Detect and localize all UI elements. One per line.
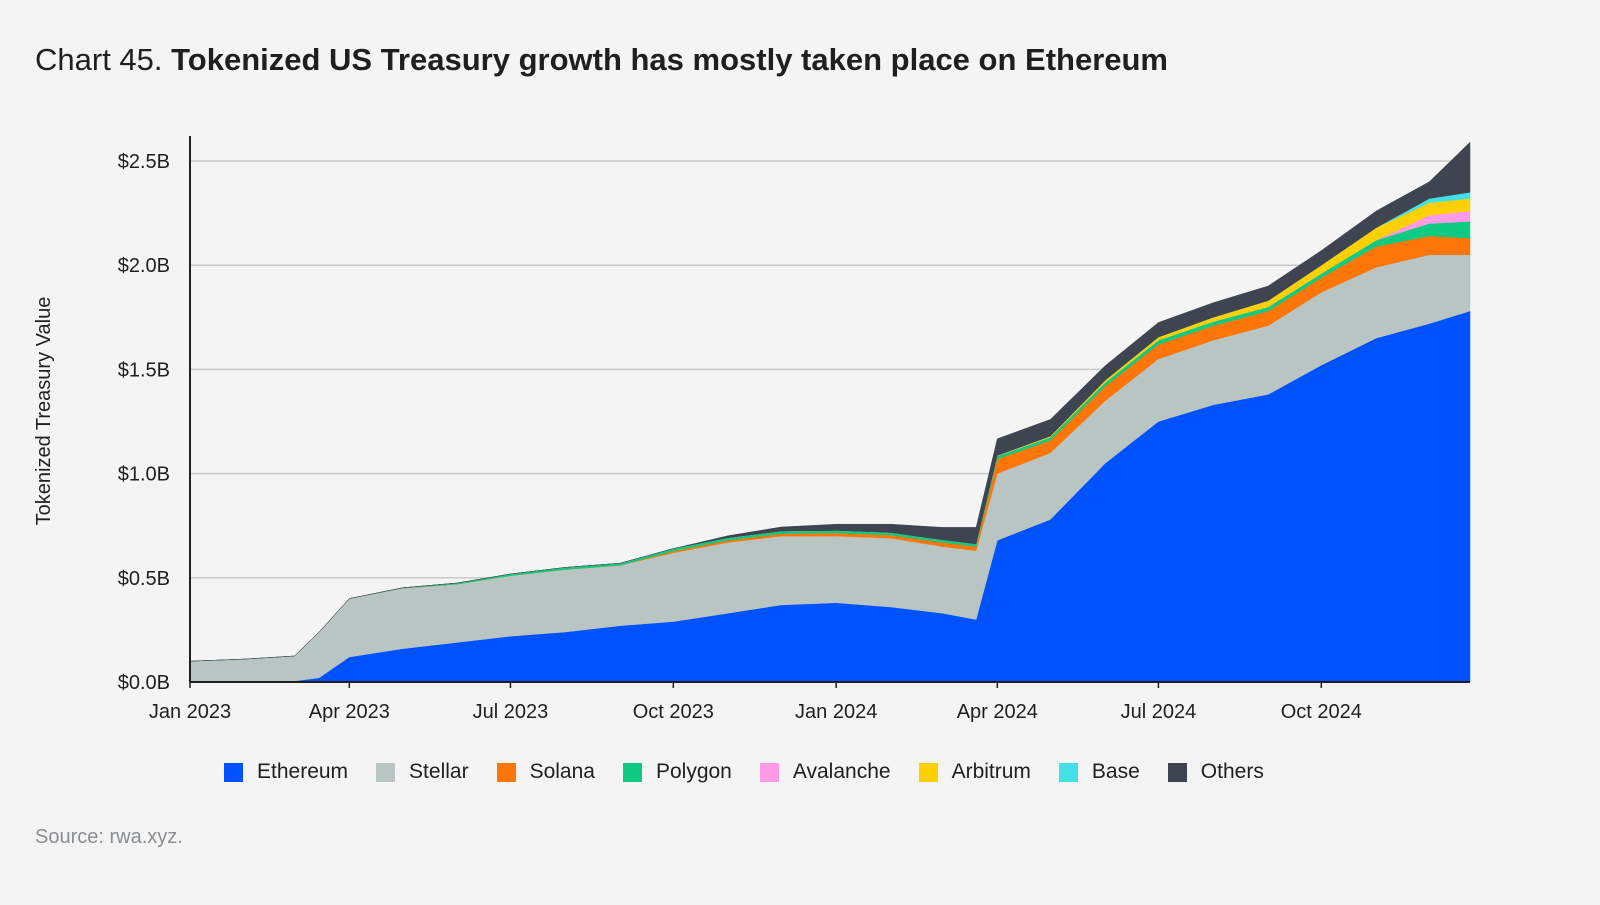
area-others xyxy=(189,141,1471,662)
y-axis-title: Tokenized Treasury Value xyxy=(33,297,55,526)
legend-item-base: Base xyxy=(1058,760,1140,784)
chart-legend: Ethereum Stellar Solana Polygon Avalanche Arb… xyxy=(224,760,1292,784)
legend-item-stellar: Stellar xyxy=(376,760,469,784)
legend-swatch xyxy=(496,762,516,782)
x-tick-label: Jul 2024 xyxy=(1121,701,1197,723)
source-note: Source: rwa.xyz. xyxy=(35,826,183,848)
legend-swatch xyxy=(622,762,642,782)
legend-label: Base xyxy=(1091,760,1140,783)
legend-swatch xyxy=(918,762,938,782)
legend-swatch xyxy=(1058,762,1078,782)
y-tick-label: $1.0B xyxy=(118,464,170,486)
y-tick-label: $2.0B xyxy=(118,255,170,277)
chart-headline: Tokenized US Treasury growth has mostly … xyxy=(171,42,1168,77)
chart-title: Chart 45. Tokenized US Treasury growth h… xyxy=(35,40,1168,80)
legend-label: Others xyxy=(1200,760,1264,783)
x-tick-label: Oct 2023 xyxy=(633,701,714,723)
legend-item-ethereum: Ethereum xyxy=(224,760,348,784)
legend-item-polygon: Polygon xyxy=(622,760,732,784)
legend-swatch xyxy=(1167,762,1187,782)
legend-item-avalanche: Avalanche xyxy=(759,760,891,784)
x-tick-label: Jul 2023 xyxy=(473,701,549,723)
legend-label: Avalanche xyxy=(792,760,891,783)
x-tick-label: Jan 2023 xyxy=(149,701,231,723)
y-tick-label: $1.5B xyxy=(118,359,170,381)
x-tick-label: Apr 2024 xyxy=(957,701,1038,723)
legend-label: Solana xyxy=(529,760,595,783)
legend-label: Polygon xyxy=(655,760,732,783)
y-tick-label: $2.5B xyxy=(118,151,170,173)
legend-item-arbitrum: Arbitrum xyxy=(918,760,1031,784)
legend-swatch xyxy=(224,762,243,782)
x-tick-label: Apr 2023 xyxy=(309,701,390,723)
legend-label: Stellar xyxy=(409,760,469,783)
legend-item-solana: Solana xyxy=(496,760,595,784)
y-tick-label: $0.0B xyxy=(118,672,170,694)
legend-label: Ethereum xyxy=(257,760,349,783)
legend-swatch xyxy=(759,762,779,782)
legend-label: Arbitrum xyxy=(951,760,1031,783)
chart-number: Chart 45. xyxy=(35,42,163,77)
x-tick-label: Jan 2024 xyxy=(795,701,877,723)
x-tick-label: Oct 2024 xyxy=(1281,701,1362,723)
y-tick-label: $0.5B xyxy=(118,568,170,590)
legend-swatch xyxy=(376,762,396,782)
legend-item-others: Others xyxy=(1167,760,1264,784)
